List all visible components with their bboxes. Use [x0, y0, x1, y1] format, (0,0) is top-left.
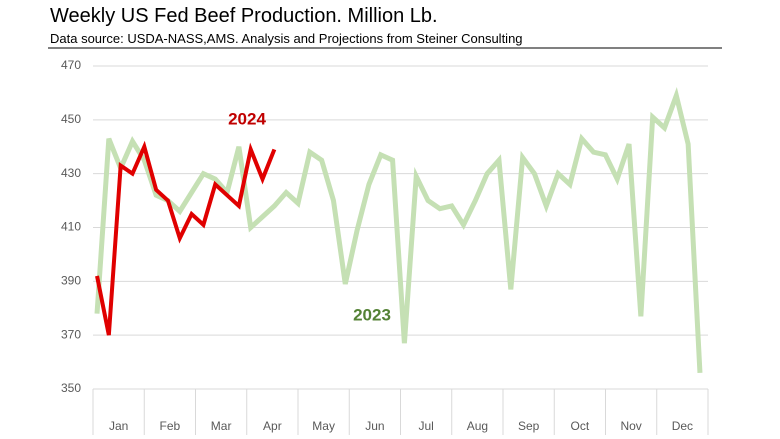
x-tick-label: May	[312, 419, 335, 433]
x-tick-label: Nov	[620, 419, 641, 433]
series-line	[95, 140, 277, 336]
series-label: 2024	[228, 109, 266, 128]
chart-subtitle: Data source: USDA-NASS,AMS. Analysis and…	[50, 31, 523, 46]
x-tick-label: Jul	[418, 419, 433, 433]
y-tick-label: 370	[61, 327, 81, 341]
y-tick-label: 430	[61, 166, 81, 180]
x-tick-label: Feb	[160, 419, 181, 433]
x-tick-label: Oct	[571, 419, 590, 433]
series-line	[94, 87, 703, 373]
series-label: 2023	[353, 305, 391, 324]
y-tick-label: 390	[61, 274, 81, 288]
y-tick-label: 410	[61, 220, 81, 234]
chart-title: Weekly US Fed Beef Production. Million L…	[50, 5, 438, 27]
y-tick-label: 470	[61, 58, 81, 72]
x-tick-label: Apr	[263, 419, 282, 433]
x-tick-label: Dec	[672, 419, 693, 433]
x-tick-label: Jun	[365, 419, 384, 433]
x-tick-label: Sep	[518, 419, 540, 433]
y-tick-label: 450	[61, 112, 81, 126]
x-tick-label: Aug	[467, 419, 488, 433]
y-tick-label: 350	[61, 381, 81, 395]
x-tick-label: Mar	[211, 419, 232, 433]
x-tick-label: Jan	[109, 419, 128, 433]
